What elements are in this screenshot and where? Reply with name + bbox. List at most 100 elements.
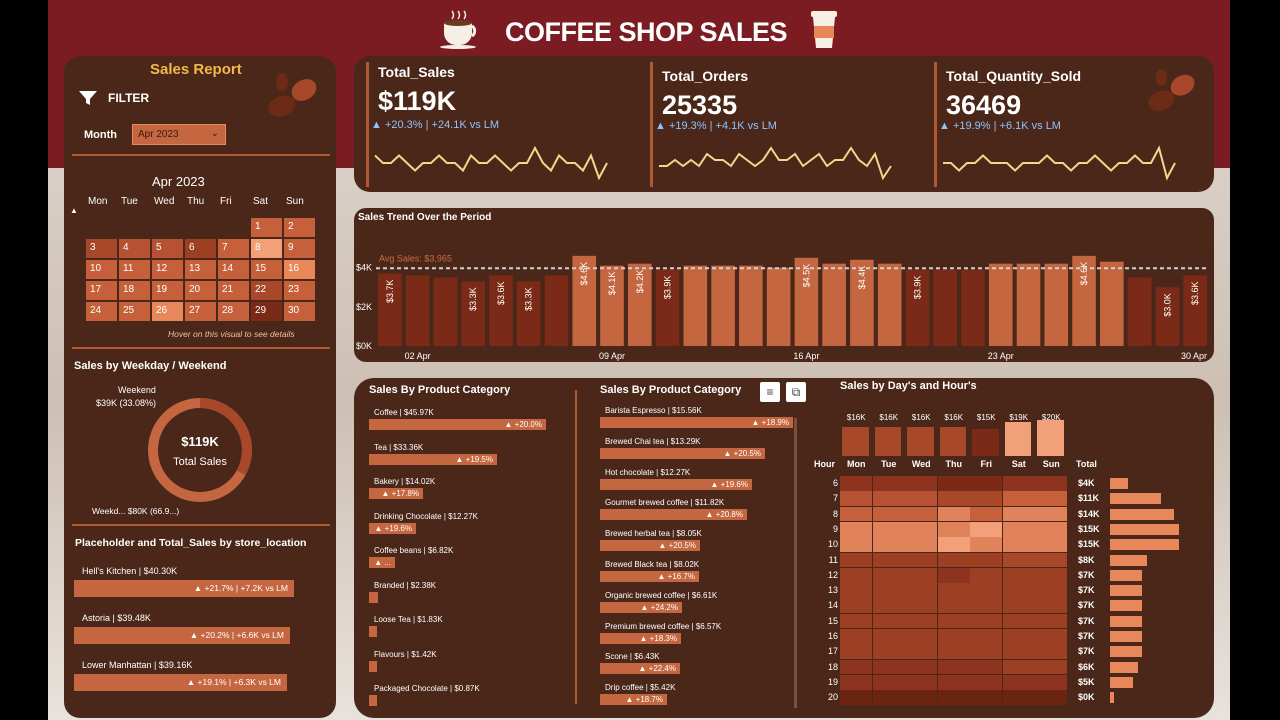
heatmap-cell[interactable]: [937, 690, 970, 705]
heatmap-cell[interactable]: [1002, 598, 1035, 614]
hour-total-bar[interactable]: [1110, 508, 1174, 520]
category-bar[interactable]: ▲ +20.5%: [600, 540, 700, 552]
heatmap-cell[interactable]: [970, 537, 1002, 552]
heatmap-cell[interactable]: [1035, 659, 1067, 675]
heatmap-cell[interactable]: [1035, 674, 1067, 690]
calendar-day[interactable]: 1: [251, 218, 282, 237]
calendar-day[interactable]: 18: [119, 281, 150, 300]
heatmap-cell[interactable]: [1035, 476, 1067, 491]
calendar-day[interactable]: 2: [284, 218, 315, 237]
calendar-day[interactable]: 26: [152, 302, 183, 321]
heatmap-cell[interactable]: [1035, 613, 1067, 629]
heatmap-cell[interactable]: [937, 521, 970, 537]
calendar-day[interactable]: 8: [251, 239, 282, 258]
calendar-day[interactable]: 17: [86, 281, 117, 300]
category-bar[interactable]: ▲ +18.7%: [600, 694, 667, 706]
heatmap-cell[interactable]: [1035, 491, 1067, 507]
heatmap-cell[interactable]: [1035, 521, 1067, 537]
heatmap-cell[interactable]: [872, 521, 905, 537]
calendar-day[interactable]: 5: [152, 239, 183, 258]
day-total-bar[interactable]: [1004, 422, 1031, 456]
heatmap-cell[interactable]: [840, 644, 872, 660]
heatmap-cell[interactable]: [1035, 552, 1067, 568]
day-total-bar[interactable]: [874, 427, 901, 456]
heatmap-cell[interactable]: [937, 567, 970, 583]
heatmap-cell[interactable]: [970, 598, 1002, 614]
heatmap-cell[interactable]: [970, 629, 1002, 644]
heatmap-cell[interactable]: [970, 506, 1002, 522]
heatmap-cell[interactable]: [872, 567, 905, 583]
category-bar[interactable]: ▲ +19.6%: [369, 522, 416, 534]
category-bar[interactable]: ▲ +20.8%: [600, 509, 747, 521]
heatmap-cell[interactable]: [970, 659, 1002, 675]
category-bar[interactable]: ▲ +20.0%: [369, 419, 546, 430]
calendar-day[interactable]: 13: [185, 260, 216, 279]
heatmap-cell[interactable]: [937, 629, 970, 644]
heatmap-cell[interactable]: [970, 491, 1002, 507]
category-bar[interactable]: ▲ +18.9%: [600, 417, 793, 428]
heatmap-cell[interactable]: [872, 598, 905, 614]
heatmap-cell[interactable]: [840, 537, 872, 552]
calendar-day[interactable]: 23: [284, 281, 315, 300]
heatmap-cell[interactable]: [1002, 644, 1035, 660]
hour-total-bar[interactable]: [1110, 692, 1114, 704]
calendar-day[interactable]: 9: [284, 239, 315, 258]
category-bar[interactable]: ▲ +17.8%: [369, 488, 423, 499]
calendar-day[interactable]: 24: [86, 302, 117, 321]
heatmap-cell[interactable]: [840, 521, 872, 537]
day-total-bar[interactable]: [842, 427, 869, 456]
heatmap-cell[interactable]: [1002, 521, 1035, 537]
donut-chart[interactable]: [144, 394, 256, 506]
heatmap-cell[interactable]: [1035, 537, 1067, 552]
filter-icon[interactable]: [78, 90, 98, 111]
calendar-day[interactable]: 12: [152, 260, 183, 279]
heatmap-cell[interactable]: [872, 583, 905, 598]
heatmap-cell[interactable]: [937, 537, 970, 552]
calendar-day[interactable]: 19: [152, 281, 183, 300]
calendar-day[interactable]: 6: [185, 239, 216, 258]
heatmap-cell[interactable]: [1035, 690, 1067, 705]
heatmap-cell[interactable]: [970, 613, 1002, 629]
heatmap-cell[interactable]: [1002, 491, 1035, 507]
heatmap-cell[interactable]: [905, 552, 937, 568]
calendar-day[interactable]: 28: [218, 302, 249, 321]
heatmap-cell[interactable]: [1035, 629, 1067, 644]
calendar-day[interactable]: 3: [86, 239, 117, 258]
sales-trend-chart[interactable]: $0K $2K $4K $3.7K $3.3K $3.6K $3.3K $4.6K $4.1K $…: [354, 208, 1214, 362]
day-total-bar[interactable]: [939, 427, 966, 456]
heatmap-cell[interactable]: [937, 613, 970, 629]
focus-mode-icon[interactable]: ⧉: [786, 382, 806, 402]
heatmap-cell[interactable]: [937, 506, 970, 522]
heatmap-cell[interactable]: [840, 476, 872, 491]
heatmap-cell[interactable]: [1035, 644, 1067, 660]
category-bar[interactable]: ▲ +16.7%: [600, 571, 699, 582]
day-total-bar[interactable]: [907, 427, 934, 456]
heatmap-cell[interactable]: [840, 690, 872, 705]
heatmap-cell[interactable]: [1002, 506, 1035, 522]
hour-total-bar[interactable]: [1110, 585, 1142, 597]
heatmap-cell[interactable]: [1002, 476, 1035, 491]
calendar-scroll-up-icon[interactable]: ▲: [70, 206, 78, 215]
heatmap-cell[interactable]: [937, 674, 970, 690]
calendar-day[interactable]: 29: [251, 302, 282, 321]
heatmap-cell[interactable]: [840, 491, 872, 507]
heatmap-cell[interactable]: [1035, 567, 1067, 583]
heatmap-cell[interactable]: [937, 583, 970, 598]
heatmap-cell[interactable]: [1002, 567, 1035, 583]
heatmap-cell[interactable]: [1002, 674, 1035, 690]
heatmap-cell[interactable]: [970, 690, 1002, 705]
heatmap-cell[interactable]: [872, 659, 905, 675]
heatmap-cell[interactable]: [905, 537, 937, 552]
heatmap-cell[interactable]: [970, 476, 1002, 491]
heatmap-cell[interactable]: [872, 674, 905, 690]
heatmap-cell[interactable]: [905, 598, 937, 614]
calendar-day[interactable]: 10: [86, 260, 117, 279]
filter-visual-icon[interactable]: ≡: [760, 382, 780, 402]
calendar-day[interactable]: 27: [185, 302, 216, 321]
heatmap-cell[interactable]: [1002, 629, 1035, 644]
category-bar[interactable]: [369, 695, 377, 706]
heatmap-cell[interactable]: [970, 552, 1002, 568]
heatmap-cell[interactable]: [937, 644, 970, 660]
heatmap-cell[interactable]: [937, 476, 970, 491]
store-bar[interactable]: ▲ +19.1% | +6.3K vs LM: [74, 674, 287, 691]
